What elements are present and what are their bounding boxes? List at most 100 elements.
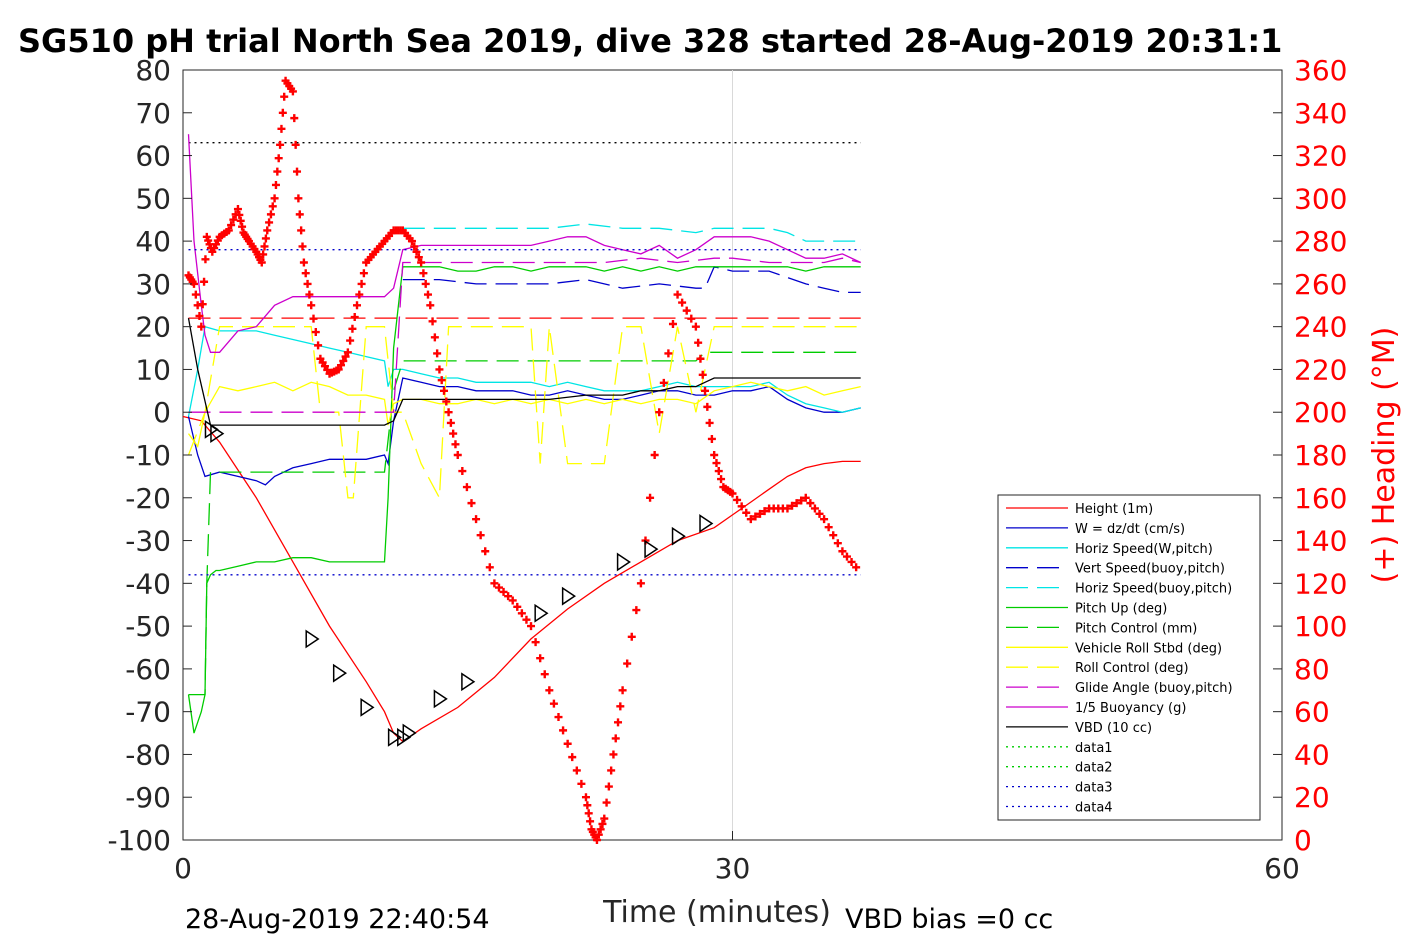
heading-point bbox=[614, 718, 623, 727]
heading-point bbox=[540, 670, 549, 679]
heading-point bbox=[410, 242, 419, 251]
heading-point bbox=[655, 408, 664, 417]
heading-point bbox=[481, 547, 490, 556]
series-line-w-dz-dt-cm-s bbox=[187, 377, 861, 486]
heading-point bbox=[238, 222, 247, 231]
heading-point bbox=[235, 210, 244, 219]
right-tick-label: 80 bbox=[1294, 653, 1330, 686]
heading-point bbox=[355, 290, 364, 299]
heading-point bbox=[678, 298, 687, 307]
heading-point bbox=[517, 609, 526, 618]
heading-point bbox=[346, 336, 355, 345]
heading-point bbox=[632, 606, 641, 615]
heading-point bbox=[627, 632, 636, 641]
right-tick-label: 340 bbox=[1294, 97, 1347, 130]
heading-point bbox=[742, 508, 751, 517]
left-tick-label: 80 bbox=[135, 54, 171, 87]
dive-marker bbox=[402, 723, 417, 743]
heading-point bbox=[426, 301, 435, 310]
heading-point bbox=[421, 279, 430, 288]
heading-point bbox=[198, 300, 207, 309]
dive-marker bbox=[561, 586, 577, 606]
heading-point bbox=[596, 825, 605, 834]
heading-point bbox=[536, 654, 545, 663]
heading-point bbox=[792, 499, 801, 508]
heading-point bbox=[549, 699, 558, 708]
series-line-pitch-up-deg bbox=[187, 266, 861, 734]
heading-point bbox=[257, 258, 266, 267]
heading-point bbox=[419, 269, 428, 278]
heading-point bbox=[494, 583, 503, 592]
heading-point bbox=[513, 602, 522, 611]
heading-point bbox=[339, 356, 348, 365]
heading-point bbox=[417, 258, 426, 267]
legend-label-data1: data1 bbox=[1075, 741, 1113, 756]
heading-point bbox=[442, 397, 451, 406]
legend-label-data2: data2 bbox=[1075, 761, 1113, 776]
heading-point bbox=[350, 313, 359, 322]
x-tick-label: 60 bbox=[1264, 852, 1300, 885]
legend-label-vert-speed-buoy-pitch: Vert Speed(buoy,pitch) bbox=[1075, 562, 1225, 577]
heading-point bbox=[233, 205, 242, 214]
heading-point bbox=[274, 154, 283, 163]
heading-point bbox=[191, 290, 200, 299]
heading-point bbox=[824, 523, 833, 532]
heading-point bbox=[276, 140, 285, 149]
legend-label-horiz-speed-buoy-pitch: Horiz Speed(buoy,pitch) bbox=[1075, 582, 1232, 597]
heading-point bbox=[746, 515, 755, 524]
heading-point bbox=[838, 547, 847, 556]
heading-point bbox=[224, 226, 233, 235]
heading-point bbox=[348, 324, 357, 333]
series-line-1-5-buoyancy-g bbox=[187, 134, 861, 353]
heading-point bbox=[592, 836, 601, 844]
heading-point bbox=[527, 622, 536, 631]
heading-point bbox=[815, 509, 824, 518]
heading-point bbox=[412, 247, 421, 256]
heading-point bbox=[227, 221, 236, 230]
left-axis-ticks: 80 70 60 50 40 30 20 10 0 -10 -20 -30 -40 -50 -60 -70 -8… bbox=[107, 54, 192, 857]
heading-point bbox=[581, 793, 590, 802]
left-tick-label: -10 bbox=[125, 439, 171, 472]
heading-point bbox=[499, 587, 508, 596]
heading-point bbox=[760, 507, 769, 516]
left-tick-label: 60 bbox=[135, 140, 171, 173]
right-tick-label: 140 bbox=[1294, 525, 1347, 558]
series-line-vehicle-roll-stbd-deg bbox=[187, 381, 861, 448]
heading-point bbox=[472, 515, 481, 524]
heading-point bbox=[600, 814, 609, 823]
heading-point bbox=[852, 563, 861, 572]
footer-vbd-bias: VBD bias =0 cc bbox=[845, 904, 1053, 935]
heading-point bbox=[280, 92, 289, 101]
heading-point bbox=[197, 322, 206, 331]
left-tick-label: -80 bbox=[125, 738, 171, 771]
heading-point bbox=[407, 237, 416, 246]
heading-point bbox=[842, 552, 851, 561]
heading-point bbox=[650, 451, 659, 459]
heading-point bbox=[559, 726, 568, 735]
heading-point bbox=[307, 301, 316, 310]
heading-point bbox=[607, 766, 616, 775]
heading-point bbox=[259, 250, 268, 259]
heading-point bbox=[508, 596, 517, 605]
heading-point bbox=[334, 365, 343, 374]
heading-point bbox=[583, 801, 592, 810]
heading-point bbox=[268, 202, 277, 211]
heading-point bbox=[305, 290, 314, 299]
heading-point bbox=[755, 509, 764, 518]
heading-point bbox=[440, 386, 449, 395]
right-tick-label: 320 bbox=[1294, 140, 1347, 173]
heading-point bbox=[261, 234, 270, 243]
heading-point bbox=[453, 451, 462, 459]
heading-point bbox=[810, 504, 819, 513]
heading-point bbox=[584, 809, 593, 818]
right-tick-label: 200 bbox=[1294, 396, 1347, 429]
heading-point bbox=[522, 615, 531, 624]
heading-point bbox=[788, 501, 797, 510]
right-tick-label: 300 bbox=[1294, 182, 1347, 215]
heading-point bbox=[265, 218, 274, 227]
heading-point bbox=[806, 499, 815, 508]
heading-point bbox=[278, 108, 287, 117]
heading-point bbox=[703, 402, 712, 411]
heading-point bbox=[490, 579, 499, 588]
